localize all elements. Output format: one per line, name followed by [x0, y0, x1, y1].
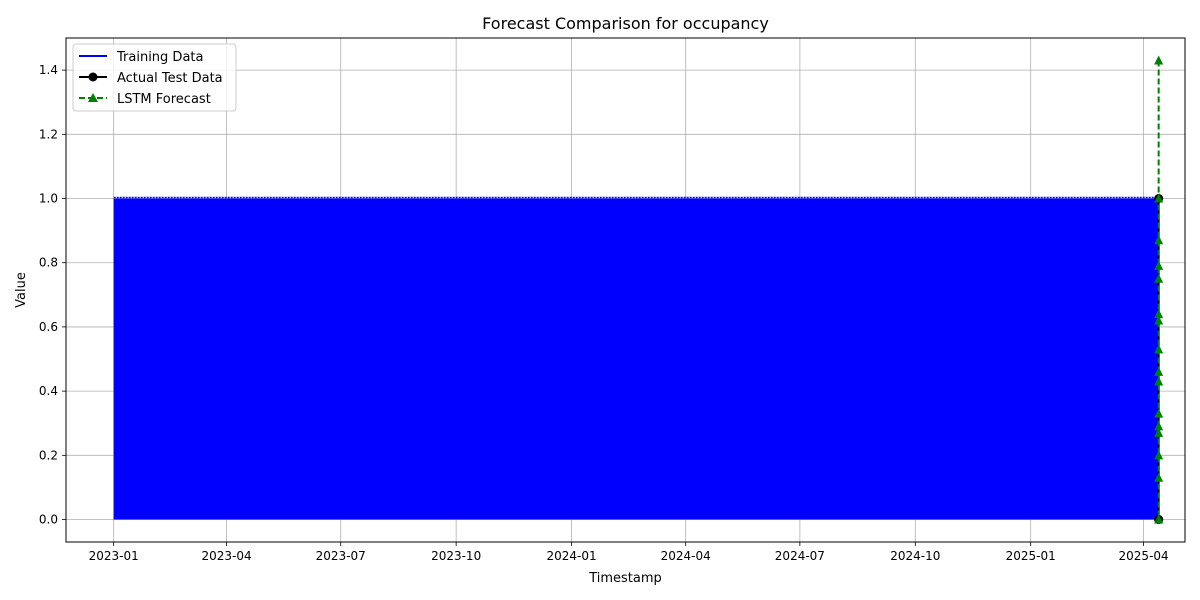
x-tick-label: 2024-07	[775, 549, 825, 563]
x-tick-label: 2023-10	[431, 549, 481, 563]
lstm-forecast-point	[1154, 427, 1164, 437]
legend-label-lstm-forecast: LSTM Forecast	[117, 92, 211, 107]
training-data-area	[113, 198, 1159, 520]
y-tick-label: 0.8	[39, 256, 58, 270]
lstm-forecast-point	[1154, 366, 1164, 376]
legend-marker-lstm-forecast	[88, 93, 98, 102]
legend-box	[72, 43, 237, 112]
lstm-forecast-series	[1154, 55, 1164, 524]
x-axis: 2023-01 2023-04 2023-07 2023-10 2024-01 2024-…	[89, 542, 1169, 563]
lstm-forecast-point	[1154, 376, 1164, 386]
y-tick-label: 1.0	[39, 192, 58, 206]
legend-label-training-data: Training Data	[116, 50, 203, 65]
chart-title: Forecast Comparison for occupancy	[482, 14, 769, 33]
x-tick-label: 2023-07	[316, 549, 366, 563]
legend-marker-actual-test-data	[88, 72, 98, 82]
lstm-forecast-point	[1154, 260, 1164, 270]
x-tick-label: 2025-01	[1006, 549, 1056, 563]
lstm-forecast-point	[1154, 344, 1164, 354]
y-tick-label: 0.0	[39, 513, 58, 527]
y-tick-label: 1.4	[39, 63, 58, 77]
x-axis-label: Timestamp	[588, 571, 662, 586]
training-data-series	[113, 196, 1159, 520]
lstm-forecast-point	[1154, 55, 1164, 65]
y-axis-label: Value	[14, 272, 29, 308]
legend-item-lstm-forecast: LSTM Forecast	[79, 92, 211, 107]
y-axis: 0.0 0.2 0.4 0.6 0.8 1.0 1.2 1.4	[39, 63, 66, 527]
legend-label-actual-test-data: Actual Test Data	[117, 71, 223, 86]
lstm-forecast-point	[1154, 273, 1164, 283]
lstm-forecast-point	[1154, 408, 1164, 418]
x-tick-label: 2025-04	[1119, 549, 1169, 563]
x-tick-label: 2023-04	[202, 549, 252, 563]
lstm-forecast-point	[1154, 193, 1164, 203]
x-tick-label: 2024-04	[661, 549, 711, 563]
legend-item-actual-test-data: Actual Test Data	[79, 71, 223, 86]
lstm-forecast-point	[1154, 315, 1164, 325]
y-tick-label: 0.6	[39, 320, 58, 334]
x-tick-label: 2023-01	[89, 549, 139, 563]
plot-frame	[65, 37, 1186, 543]
lstm-forecast-point	[1154, 514, 1164, 524]
legend-item-training-data: Training Data	[79, 50, 203, 65]
lstm-forecast-point	[1154, 450, 1164, 460]
lstm-forecast-point	[1154, 421, 1164, 431]
lstm-forecast-point	[1154, 309, 1164, 319]
y-tick-label: 0.2	[39, 448, 58, 462]
x-tick-label: 2024-10	[890, 549, 940, 563]
y-tick-label: 1.2	[39, 127, 58, 141]
lstm-forecast-point	[1154, 235, 1164, 245]
y-tick-label: 0.4	[39, 384, 58, 398]
x-tick-label: 2024-01	[546, 549, 596, 563]
legend: Training Data Actual Test Data LSTM Fore…	[72, 43, 237, 112]
lstm-forecast-point	[1154, 472, 1164, 482]
